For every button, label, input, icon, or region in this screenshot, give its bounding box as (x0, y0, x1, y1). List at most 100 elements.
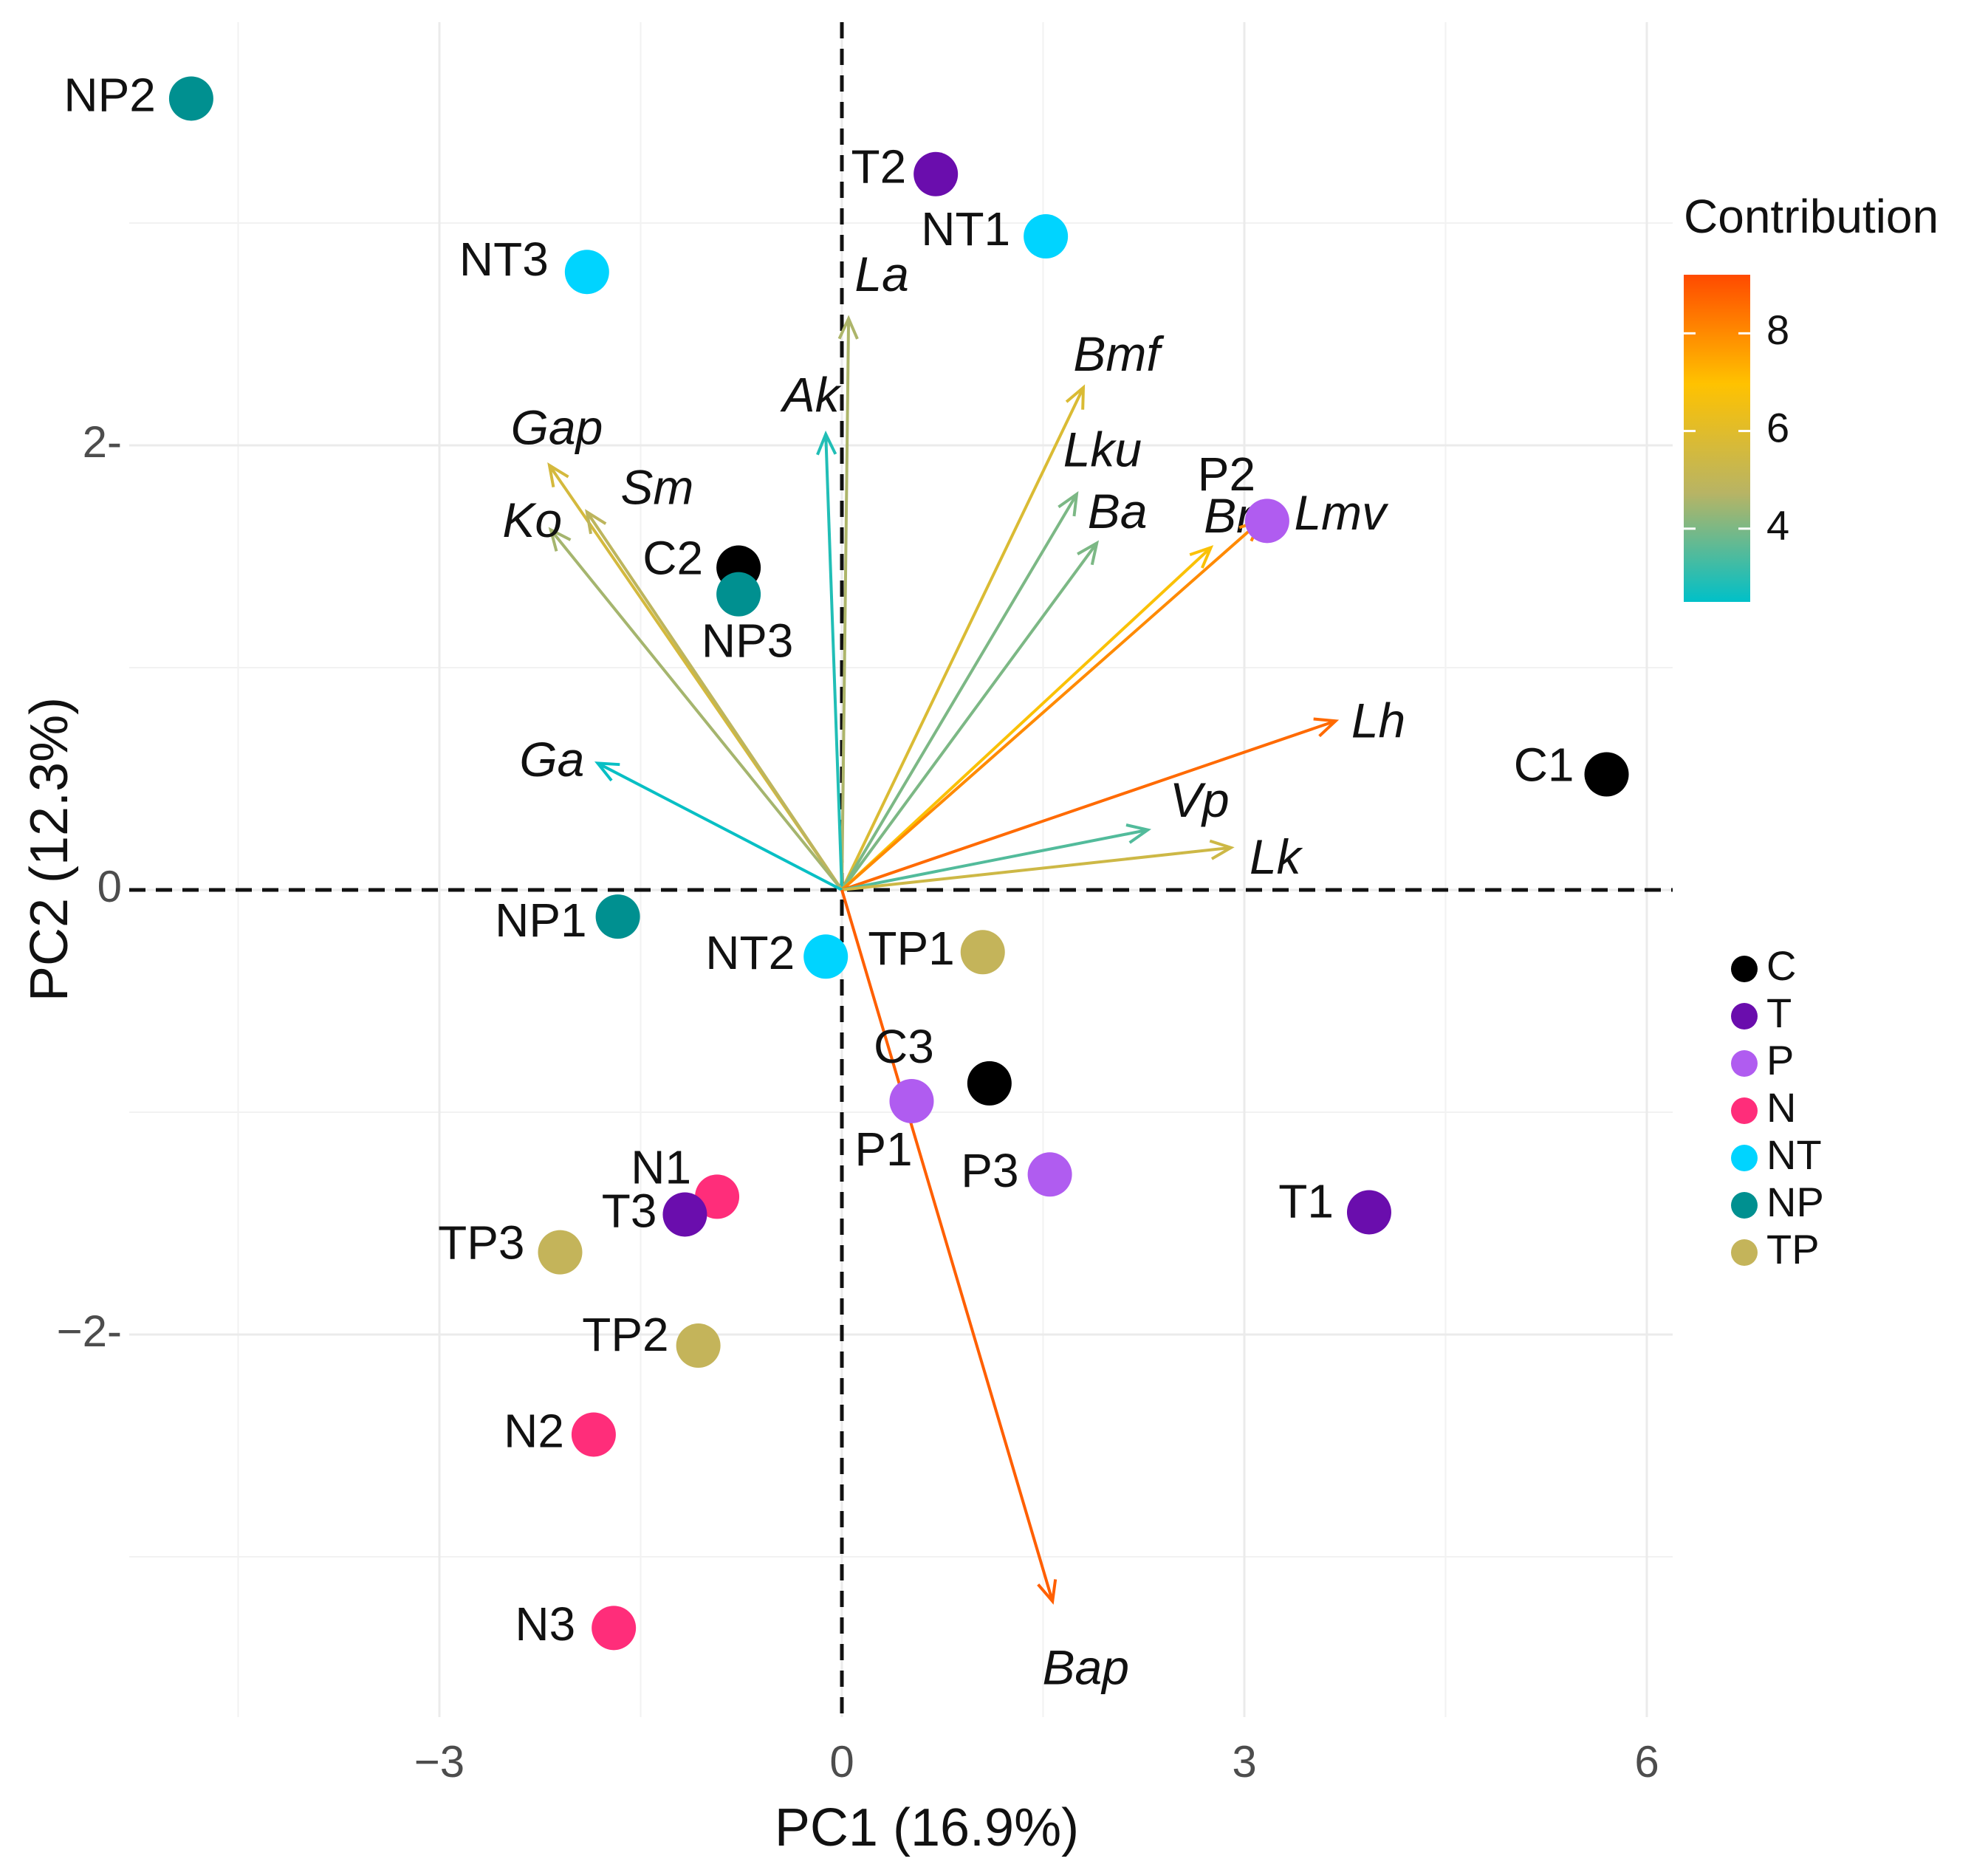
var-label-lh: Lh (1351, 693, 1405, 748)
point-label-c1: C1 (1514, 738, 1574, 791)
point-c3 (967, 1061, 1012, 1106)
var-label-sm: Sm (620, 460, 693, 515)
point-tp1 (960, 930, 1005, 975)
var-label-bap: Bap (1043, 1640, 1129, 1695)
var-label-gap: Gap (511, 400, 603, 455)
x-axis-title: PC1 (16.9%) (775, 1798, 1079, 1857)
point-n2 (571, 1412, 616, 1457)
arrow-bap (840, 889, 1055, 1602)
point-np2 (168, 76, 213, 121)
var-label-ko: Ko (502, 493, 562, 547)
arrow-bm (840, 546, 1212, 891)
point-label-p3: P3 (961, 1144, 1018, 1197)
legend-key-t (1731, 1003, 1758, 1030)
var-label-bmf: Bmf (1073, 326, 1165, 381)
point-label-n2: N2 (504, 1404, 564, 1457)
point-label-p1: P1 (854, 1123, 912, 1176)
y-tick-label: 2- (83, 417, 122, 467)
point-label-tp3: TP3 (438, 1216, 524, 1270)
arrowhead-ko (548, 527, 572, 552)
point-n3 (592, 1606, 637, 1651)
point-np1 (595, 894, 640, 939)
point-label-tp2: TP2 (582, 1308, 668, 1361)
legend-label-p: P (1766, 1037, 1794, 1083)
legend-label-t: T (1766, 990, 1792, 1036)
arrow-ga (597, 761, 843, 891)
arrowhead-ak (816, 431, 837, 456)
arrowhead-bmf (1065, 384, 1086, 410)
var-label-lmv: Lmv (1294, 485, 1389, 540)
arrow-ba (840, 542, 1098, 891)
point-nt2 (803, 934, 849, 979)
contribution-color-bar (1684, 275, 1750, 602)
legend-key-tp (1731, 1239, 1758, 1266)
point-label-nt3: NT3 (459, 233, 549, 286)
point-tp3 (538, 1230, 583, 1275)
point-label-n3: N3 (515, 1597, 575, 1651)
point-label-nt1: NT1 (921, 202, 1010, 256)
point-tp2 (676, 1323, 721, 1368)
arrow-lh (841, 719, 1337, 891)
contribution-legend: Contribution 4 6 8 (1684, 190, 1939, 602)
legend-key-nt (1731, 1145, 1758, 1171)
arrow-ak (824, 434, 843, 891)
arrowhead-sm (585, 509, 607, 535)
point-label-c3: C3 (874, 1020, 934, 1073)
arrow-la (840, 318, 851, 891)
point-label-tp1: TP1 (868, 922, 954, 975)
point-p2 (1244, 499, 1289, 544)
arrow-vp (841, 828, 1148, 891)
point-np3 (716, 572, 761, 617)
point-t1 (1346, 1190, 1391, 1235)
arrowhead-lku (1058, 491, 1079, 517)
arrowhead-ga (594, 761, 620, 782)
point-label-nt2: NT2 (705, 926, 795, 979)
point-label-t3: T3 (602, 1184, 657, 1237)
x-tick-label: −3 (414, 1737, 465, 1787)
arrowhead-la (837, 315, 859, 340)
point-t2 (914, 151, 959, 196)
var-label-lk: Lk (1250, 829, 1303, 884)
var-label-ga: Ga (519, 732, 584, 787)
point-label-t1: T1 (1278, 1174, 1334, 1227)
point-label-np3: NP3 (702, 614, 794, 668)
legend-key-p (1731, 1050, 1758, 1077)
arrow-lmv (840, 519, 1262, 891)
contribution-tick-label: 8 (1766, 306, 1789, 353)
point-label-n1: N1 (631, 1140, 691, 1193)
y-axis-title: PC2 (12.3%) (20, 697, 79, 1001)
point-label-np2: NP2 (64, 68, 156, 121)
y-tick-label: −2- (57, 1306, 122, 1356)
legend-key-c (1731, 956, 1758, 982)
legend-label-nt: NT (1766, 1131, 1822, 1178)
point-label-np1: NP1 (495, 894, 587, 947)
var-label-vp: Vp (1170, 773, 1230, 827)
arrow-lku (840, 493, 1078, 891)
arrowhead-ba (1077, 540, 1100, 566)
contribution-tick-label: 4 (1766, 502, 1789, 549)
arrowhead-lh (1313, 717, 1340, 738)
point-n1 (695, 1174, 740, 1219)
legend-label-c: C (1766, 942, 1796, 989)
point-p1 (889, 1078, 934, 1123)
var-label-la: La (854, 247, 908, 301)
contribution-legend-title: Contribution (1684, 190, 1939, 243)
point-p3 (1027, 1152, 1072, 1197)
point-t3 (662, 1192, 707, 1237)
arrow-sm (586, 511, 843, 891)
var-label-ak: Ak (780, 367, 842, 422)
arrowhead-gap (547, 462, 569, 487)
axes: −3 0 3 6 −2- 0 2- PC1 (16.9%) PC2 (12.3%) (20, 417, 1659, 1857)
legend-label-np: NP (1766, 1179, 1824, 1225)
arrow-ko (549, 529, 843, 891)
point-nt3 (564, 250, 609, 295)
point-label-c2: C2 (642, 531, 703, 584)
point-label-p2: P2 (1198, 448, 1255, 501)
legend-key-n (1731, 1097, 1758, 1124)
legend-label-tp: TP (1766, 1226, 1820, 1272)
x-tick-label: 6 (1634, 1737, 1659, 1787)
point-c1 (1584, 752, 1629, 797)
